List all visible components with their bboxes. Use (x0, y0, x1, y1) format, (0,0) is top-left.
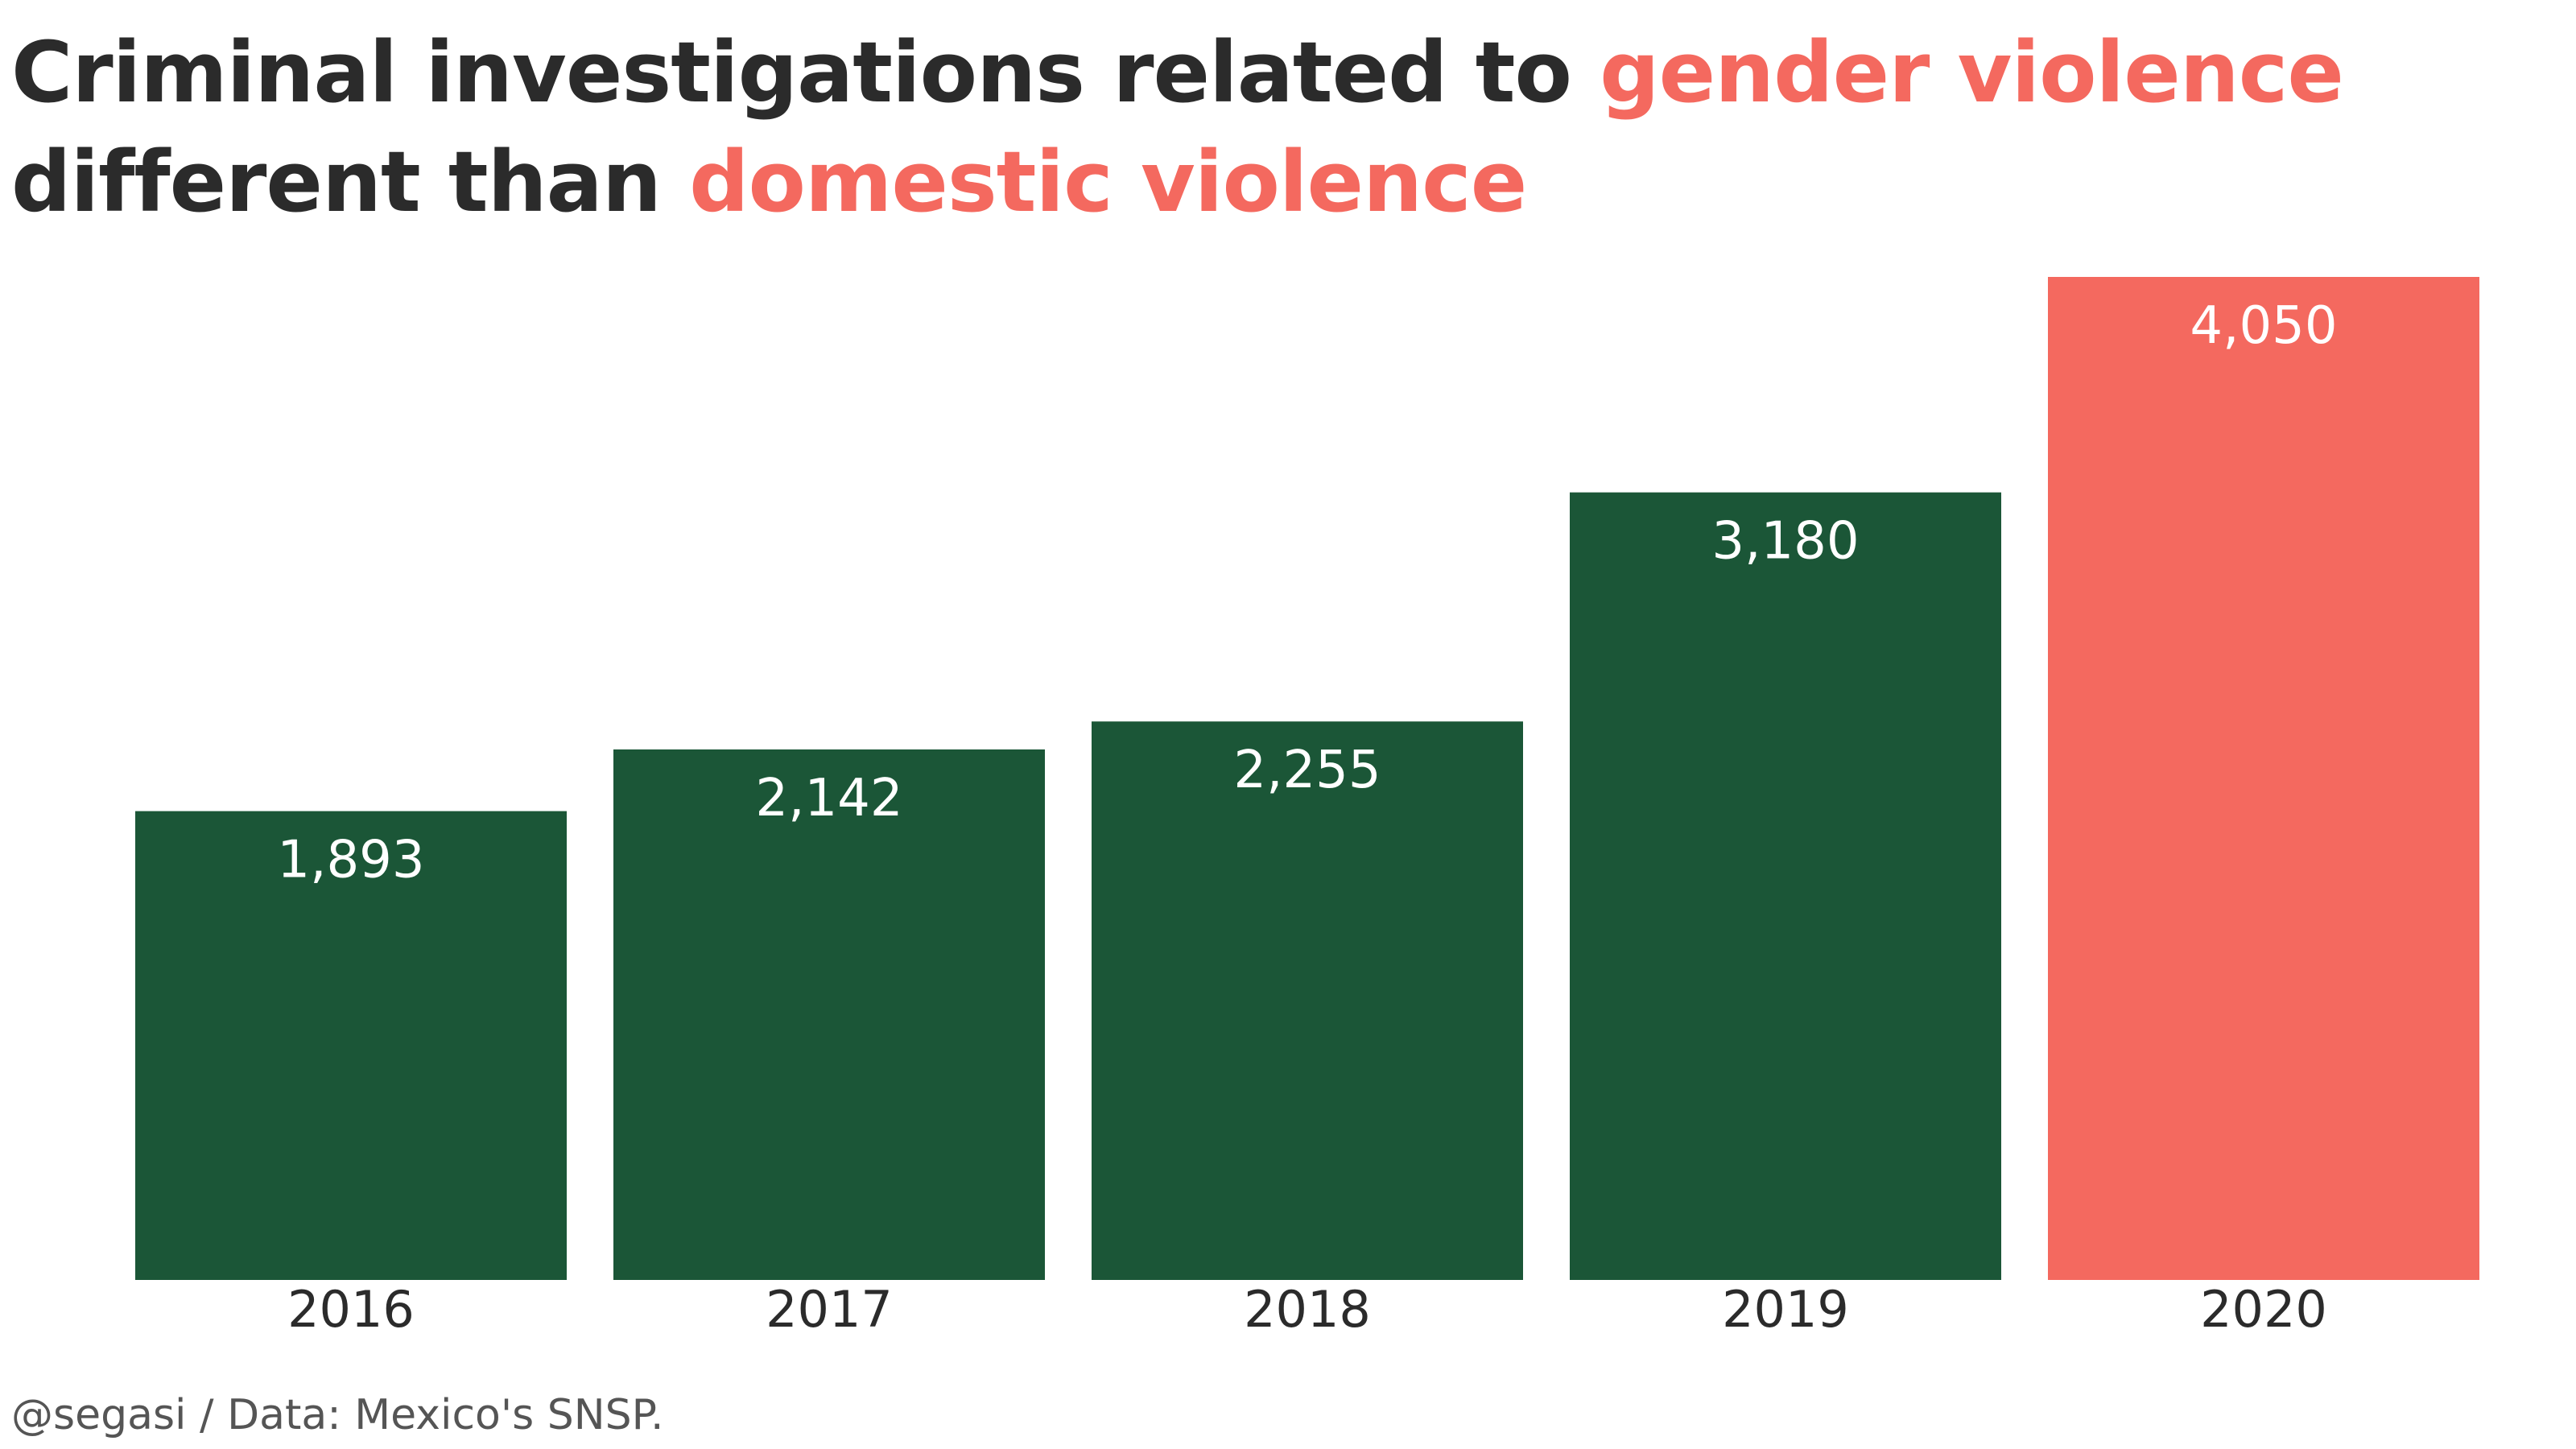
bar-2016 (135, 811, 567, 1280)
x-tick-label-2016: 2016 (287, 1280, 415, 1339)
bar-2020 (2048, 277, 2479, 1280)
x-tick-label-2019: 2019 (1722, 1280, 1849, 1339)
title-highlight-domestic-violence: domestic violence (689, 133, 1527, 231)
title-highlight-gender-violence: gender violence (1600, 23, 2344, 122)
source-caption: @segasi / Data: Mexico's SNSP. (11, 1391, 664, 1439)
value-label-2016: 1,893 (277, 831, 424, 890)
value-label-2020: 4,050 (2190, 296, 2337, 356)
x-axis-tick-labels: 2016 2017 2018 2019 2020 (287, 1280, 2327, 1339)
value-labels-group: 1,893 2,142 2,255 3,180 4,050 (277, 296, 2337, 890)
chart-title: Criminal investigations related to gende… (11, 18, 2507, 237)
value-label-2017: 2,142 (755, 769, 902, 828)
bar-2017 (613, 749, 1045, 1280)
value-label-2019: 3,180 (1711, 512, 1859, 572)
title-text-2: different than (11, 133, 690, 231)
x-tick-label-2017: 2017 (766, 1280, 893, 1339)
title-text-1: Criminal investigations related to (11, 23, 1600, 122)
bars-group (135, 277, 2479, 1280)
value-label-2018: 2,255 (1233, 741, 1381, 800)
x-tick-label-2018: 2018 (1244, 1280, 1371, 1339)
bar-2019 (1570, 492, 2001, 1280)
x-tick-label-2020: 2020 (2200, 1280, 2327, 1339)
bar-2018 (1092, 721, 1523, 1280)
